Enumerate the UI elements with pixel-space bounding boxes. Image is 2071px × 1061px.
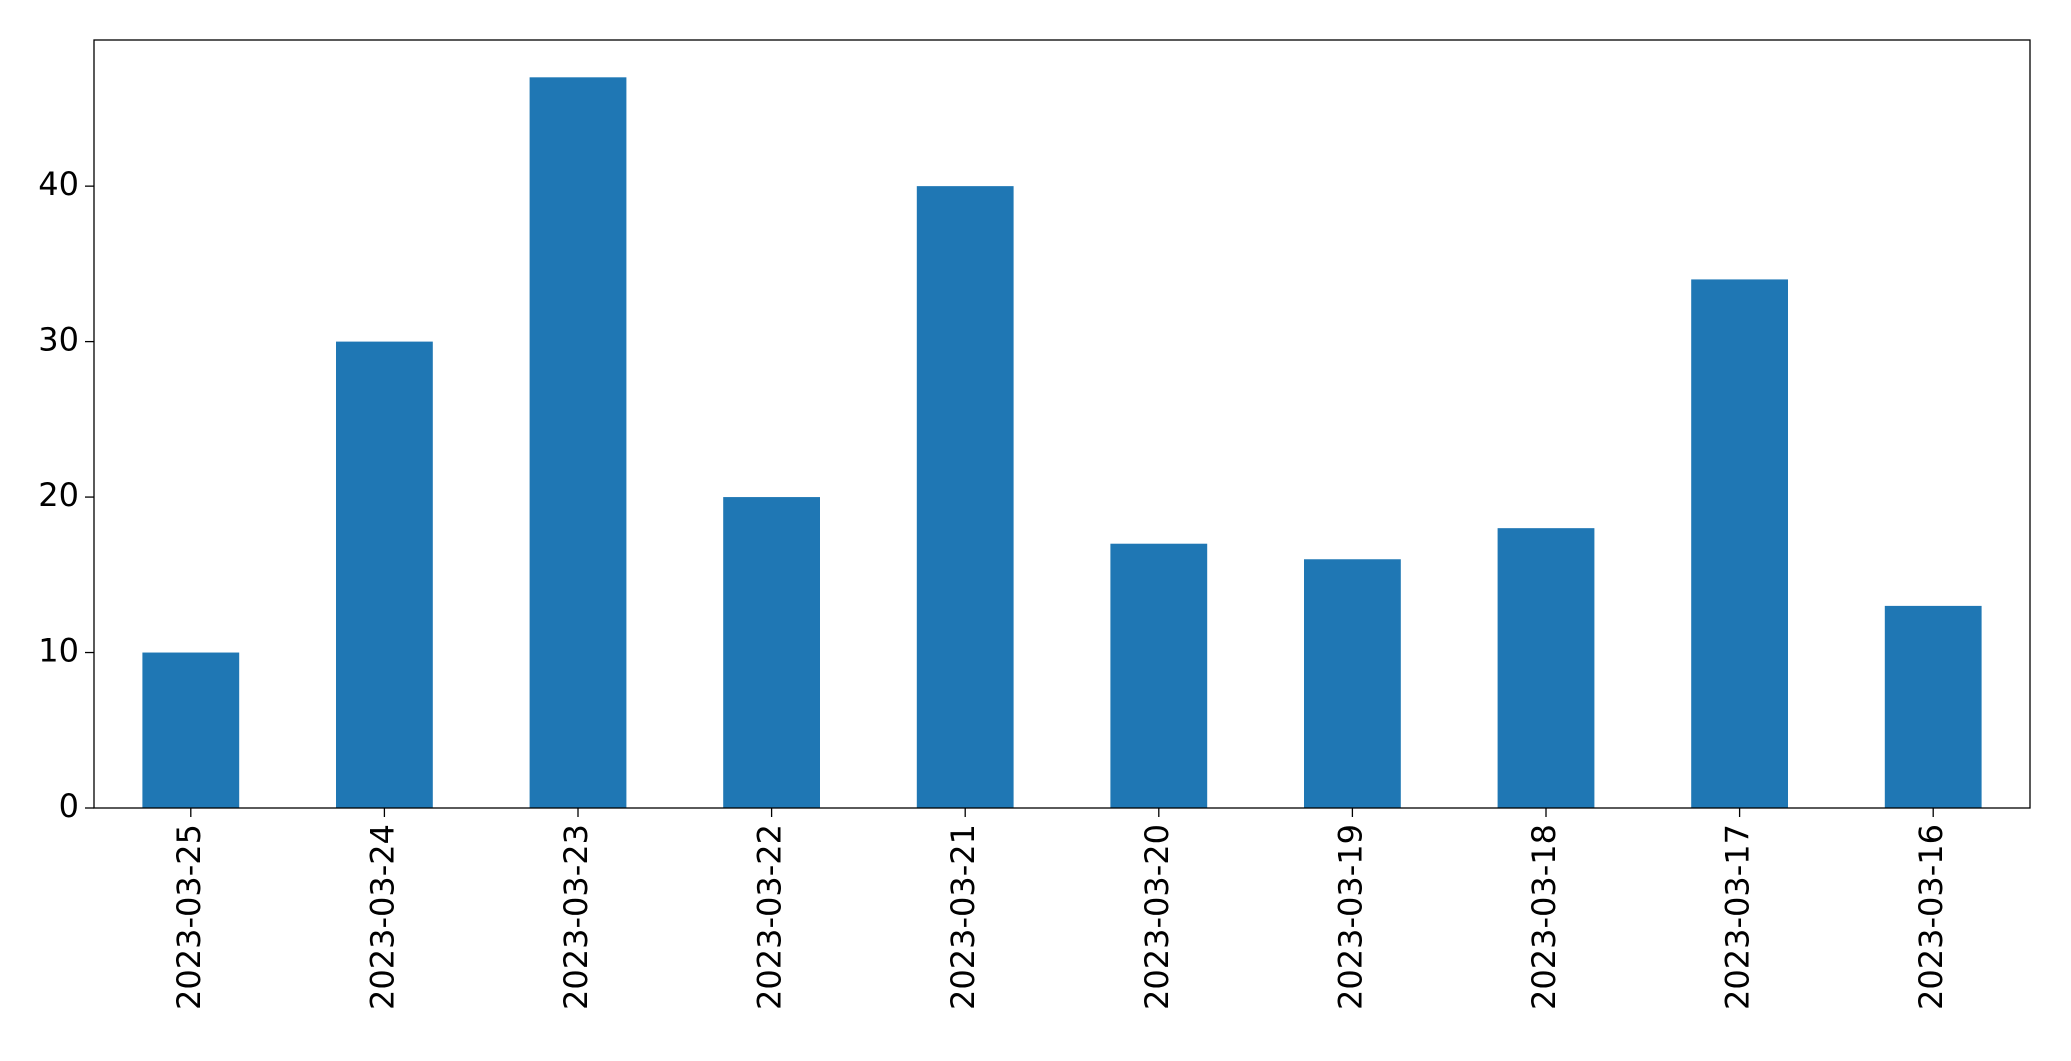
y-tick-label: 0 bbox=[59, 787, 79, 825]
bar bbox=[1691, 279, 1788, 808]
x-tick-label: 2023-03-25 bbox=[170, 824, 208, 1010]
plot-frame bbox=[93, 39, 2031, 809]
x-tick-label: 2023-03-20 bbox=[1138, 824, 1176, 1010]
y-tick-label: 40 bbox=[38, 165, 79, 203]
x-tick-label: 2023-03-23 bbox=[557, 824, 595, 1010]
bar bbox=[529, 77, 627, 808]
y-tick-label: 10 bbox=[38, 632, 79, 670]
x-tick-label: 2023-03-17 bbox=[1719, 824, 1757, 1010]
bar bbox=[723, 497, 820, 808]
x-tick-label: 2023-03-16 bbox=[1912, 824, 1950, 1010]
bar bbox=[1497, 528, 1595, 808]
x-tick-label: 2023-03-18 bbox=[1525, 824, 1563, 1010]
bar bbox=[142, 652, 240, 808]
y-tick-label: 20 bbox=[38, 476, 79, 514]
x-tick-label: 2023-03-22 bbox=[751, 824, 789, 1010]
bar bbox=[1110, 543, 1208, 808]
y-tick-label: 30 bbox=[38, 321, 79, 359]
x-tick-label: 2023-03-19 bbox=[1331, 824, 1369, 1010]
x-tick-label: 2023-03-21 bbox=[944, 824, 982, 1010]
bar bbox=[336, 341, 433, 808]
x-tick-label: 2023-03-24 bbox=[363, 824, 401, 1010]
bar bbox=[1884, 605, 1982, 808]
bar bbox=[1304, 559, 1401, 808]
bar bbox=[916, 186, 1014, 809]
